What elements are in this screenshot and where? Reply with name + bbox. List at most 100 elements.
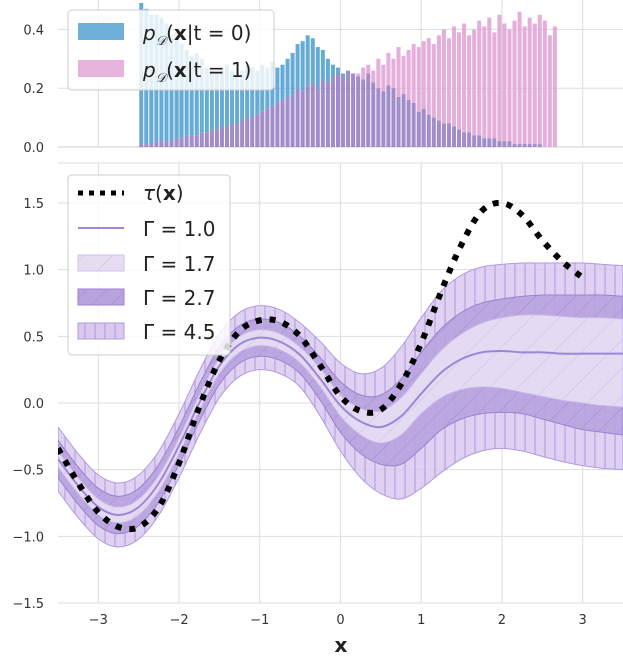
histogram-bar-overlap: [204, 132, 209, 147]
histogram-bar-t0: [214, 73, 219, 130]
histogram-bar-t1: [441, 29, 446, 124]
histogram-bar-t1: [517, 11, 522, 145]
histogram-bar-t1: [537, 14, 542, 145]
histogram-bar-overlap: [451, 126, 457, 147]
histogram-bar-overlap: [502, 141, 507, 147]
histogram-bar-overlap: [159, 141, 164, 147]
histogram-bar-t1: [411, 44, 416, 103]
histogram-bar-t0: [285, 58, 290, 98]
histogram-bar-overlap: [265, 108, 270, 147]
histogram-bar-t1: [451, 26, 457, 127]
histogram-bar-overlap: [255, 114, 260, 147]
x-tick-label: −3: [89, 613, 108, 628]
histogram-bar-t1: [527, 17, 532, 145]
histogram-bar-t0: [300, 41, 305, 92]
histogram-bar-t1: [552, 26, 557, 147]
histogram-bar-overlap: [245, 117, 250, 147]
x-tick-label: −2: [169, 613, 188, 628]
histogram-bar-t1: [542, 20, 547, 147]
histogram-bar-overlap: [224, 126, 230, 147]
histogram-y-tick: 0.0: [23, 141, 44, 156]
main-y-ticks: −1.5 −1.0 −0.5 0.0 0.5 1.0 1.5: [12, 197, 44, 612]
main-lines: [58, 199, 623, 533]
histogram-bar-overlap: [371, 82, 376, 147]
histogram-bar-t0: [335, 67, 340, 74]
histogram-bar-t0: [325, 58, 330, 83]
histogram-bar-overlap: [537, 144, 542, 147]
histogram-bar-t1: [426, 38, 431, 115]
histogram-bar-t1: [547, 35, 552, 147]
histogram-bar-t0: [315, 47, 320, 89]
legend-label-gamma-1-7: Γ = 1.7: [143, 252, 215, 276]
histogram-bar-t0: [230, 70, 235, 124]
histogram-bar-overlap: [532, 144, 537, 147]
histogram-bar-overlap: [401, 94, 406, 147]
histogram-bar-overlap: [260, 111, 265, 147]
histogram-bar-t1: [376, 58, 381, 89]
histogram-bar-overlap: [522, 144, 527, 147]
histogram-bar-t0: [235, 76, 240, 124]
x-tick-label: 1: [417, 613, 425, 628]
histogram-bar-t0: [305, 35, 310, 86]
histogram-bar-overlap: [411, 102, 416, 147]
histogram-bar-overlap: [497, 141, 502, 147]
legend-swatch-gamma-1-7-hatch: [77, 254, 125, 272]
histogram-bar-t1: [361, 67, 366, 80]
histogram-bar-t0: [255, 70, 260, 115]
histogram-bar-overlap: [295, 88, 300, 147]
histogram-bar-overlap: [209, 129, 214, 147]
histogram-bar-t1: [497, 14, 502, 142]
histogram-bar-t0: [245, 64, 250, 118]
legend-label-gamma-1-0: Γ = 1.0: [143, 217, 215, 241]
y-tick-label: 1.5: [23, 197, 44, 212]
histogram-bar-overlap: [391, 88, 396, 147]
histogram-bar-overlap: [416, 111, 421, 147]
histogram-bar-t1: [457, 32, 462, 130]
histogram-bar-t1: [381, 64, 386, 92]
histogram-bar-t0: [224, 64, 230, 127]
histogram-bar-overlap: [356, 76, 361, 147]
histogram-bar-overlap: [512, 144, 517, 147]
histogram-bar-t1: [431, 44, 436, 118]
histogram-bar-t0: [209, 70, 214, 130]
x-tick-label: 0: [336, 613, 344, 628]
histogram-bar-overlap: [361, 79, 366, 147]
histogram-bar-overlap: [467, 132, 472, 147]
histogram-bar-overlap: [154, 141, 159, 147]
histogram-bar-overlap: [366, 73, 371, 147]
histogram-bar-t1: [522, 26, 527, 145]
histogram-bar-overlap: [441, 123, 446, 147]
histogram-bar-t0: [204, 67, 209, 133]
histogram-bar-t0: [199, 58, 204, 133]
histogram-bar-t1: [482, 26, 487, 139]
histogram-bar-t0: [184, 49, 189, 136]
y-tick-label: 0.5: [23, 330, 44, 345]
histogram-bar-t1: [512, 20, 517, 145]
y-tick-label: −0.5: [12, 464, 44, 479]
histogram-bar-overlap: [462, 132, 467, 147]
line-tau: [58, 199, 585, 533]
legend-swatch-t0: [78, 23, 124, 40]
histogram-bar-overlap: [421, 108, 426, 147]
histogram-bar-overlap: [487, 138, 492, 147]
histogram-bar-t1: [492, 32, 497, 139]
histogram-bar-overlap: [184, 135, 189, 147]
histogram-bar-t0: [295, 44, 300, 89]
legend-swatch-gamma-2-7-hatch: [77, 288, 125, 306]
histogram-bar-overlap: [149, 144, 154, 147]
histogram-bar-t1: [477, 20, 482, 136]
histogram-bar-overlap: [199, 132, 204, 147]
histogram-bar-t1: [391, 58, 396, 89]
histogram-bar-overlap: [310, 82, 315, 147]
histogram-bar-overlap: [381, 91, 386, 147]
histogram-legend: p𝒟(x|t = 0) p𝒟(x|t = 1): [67, 9, 275, 91]
legend-label-t1: p𝒟(x|t = 1): [142, 58, 251, 86]
histogram-bar-overlap: [346, 70, 351, 147]
histogram-bar-overlap: [436, 120, 441, 147]
histogram-bar-overlap: [214, 129, 219, 147]
histogram-bar-overlap: [240, 120, 245, 147]
histogram-bar-overlap: [446, 123, 451, 147]
histogram-y-tick: 0.2: [23, 82, 44, 97]
histogram-bar-overlap: [386, 85, 391, 147]
